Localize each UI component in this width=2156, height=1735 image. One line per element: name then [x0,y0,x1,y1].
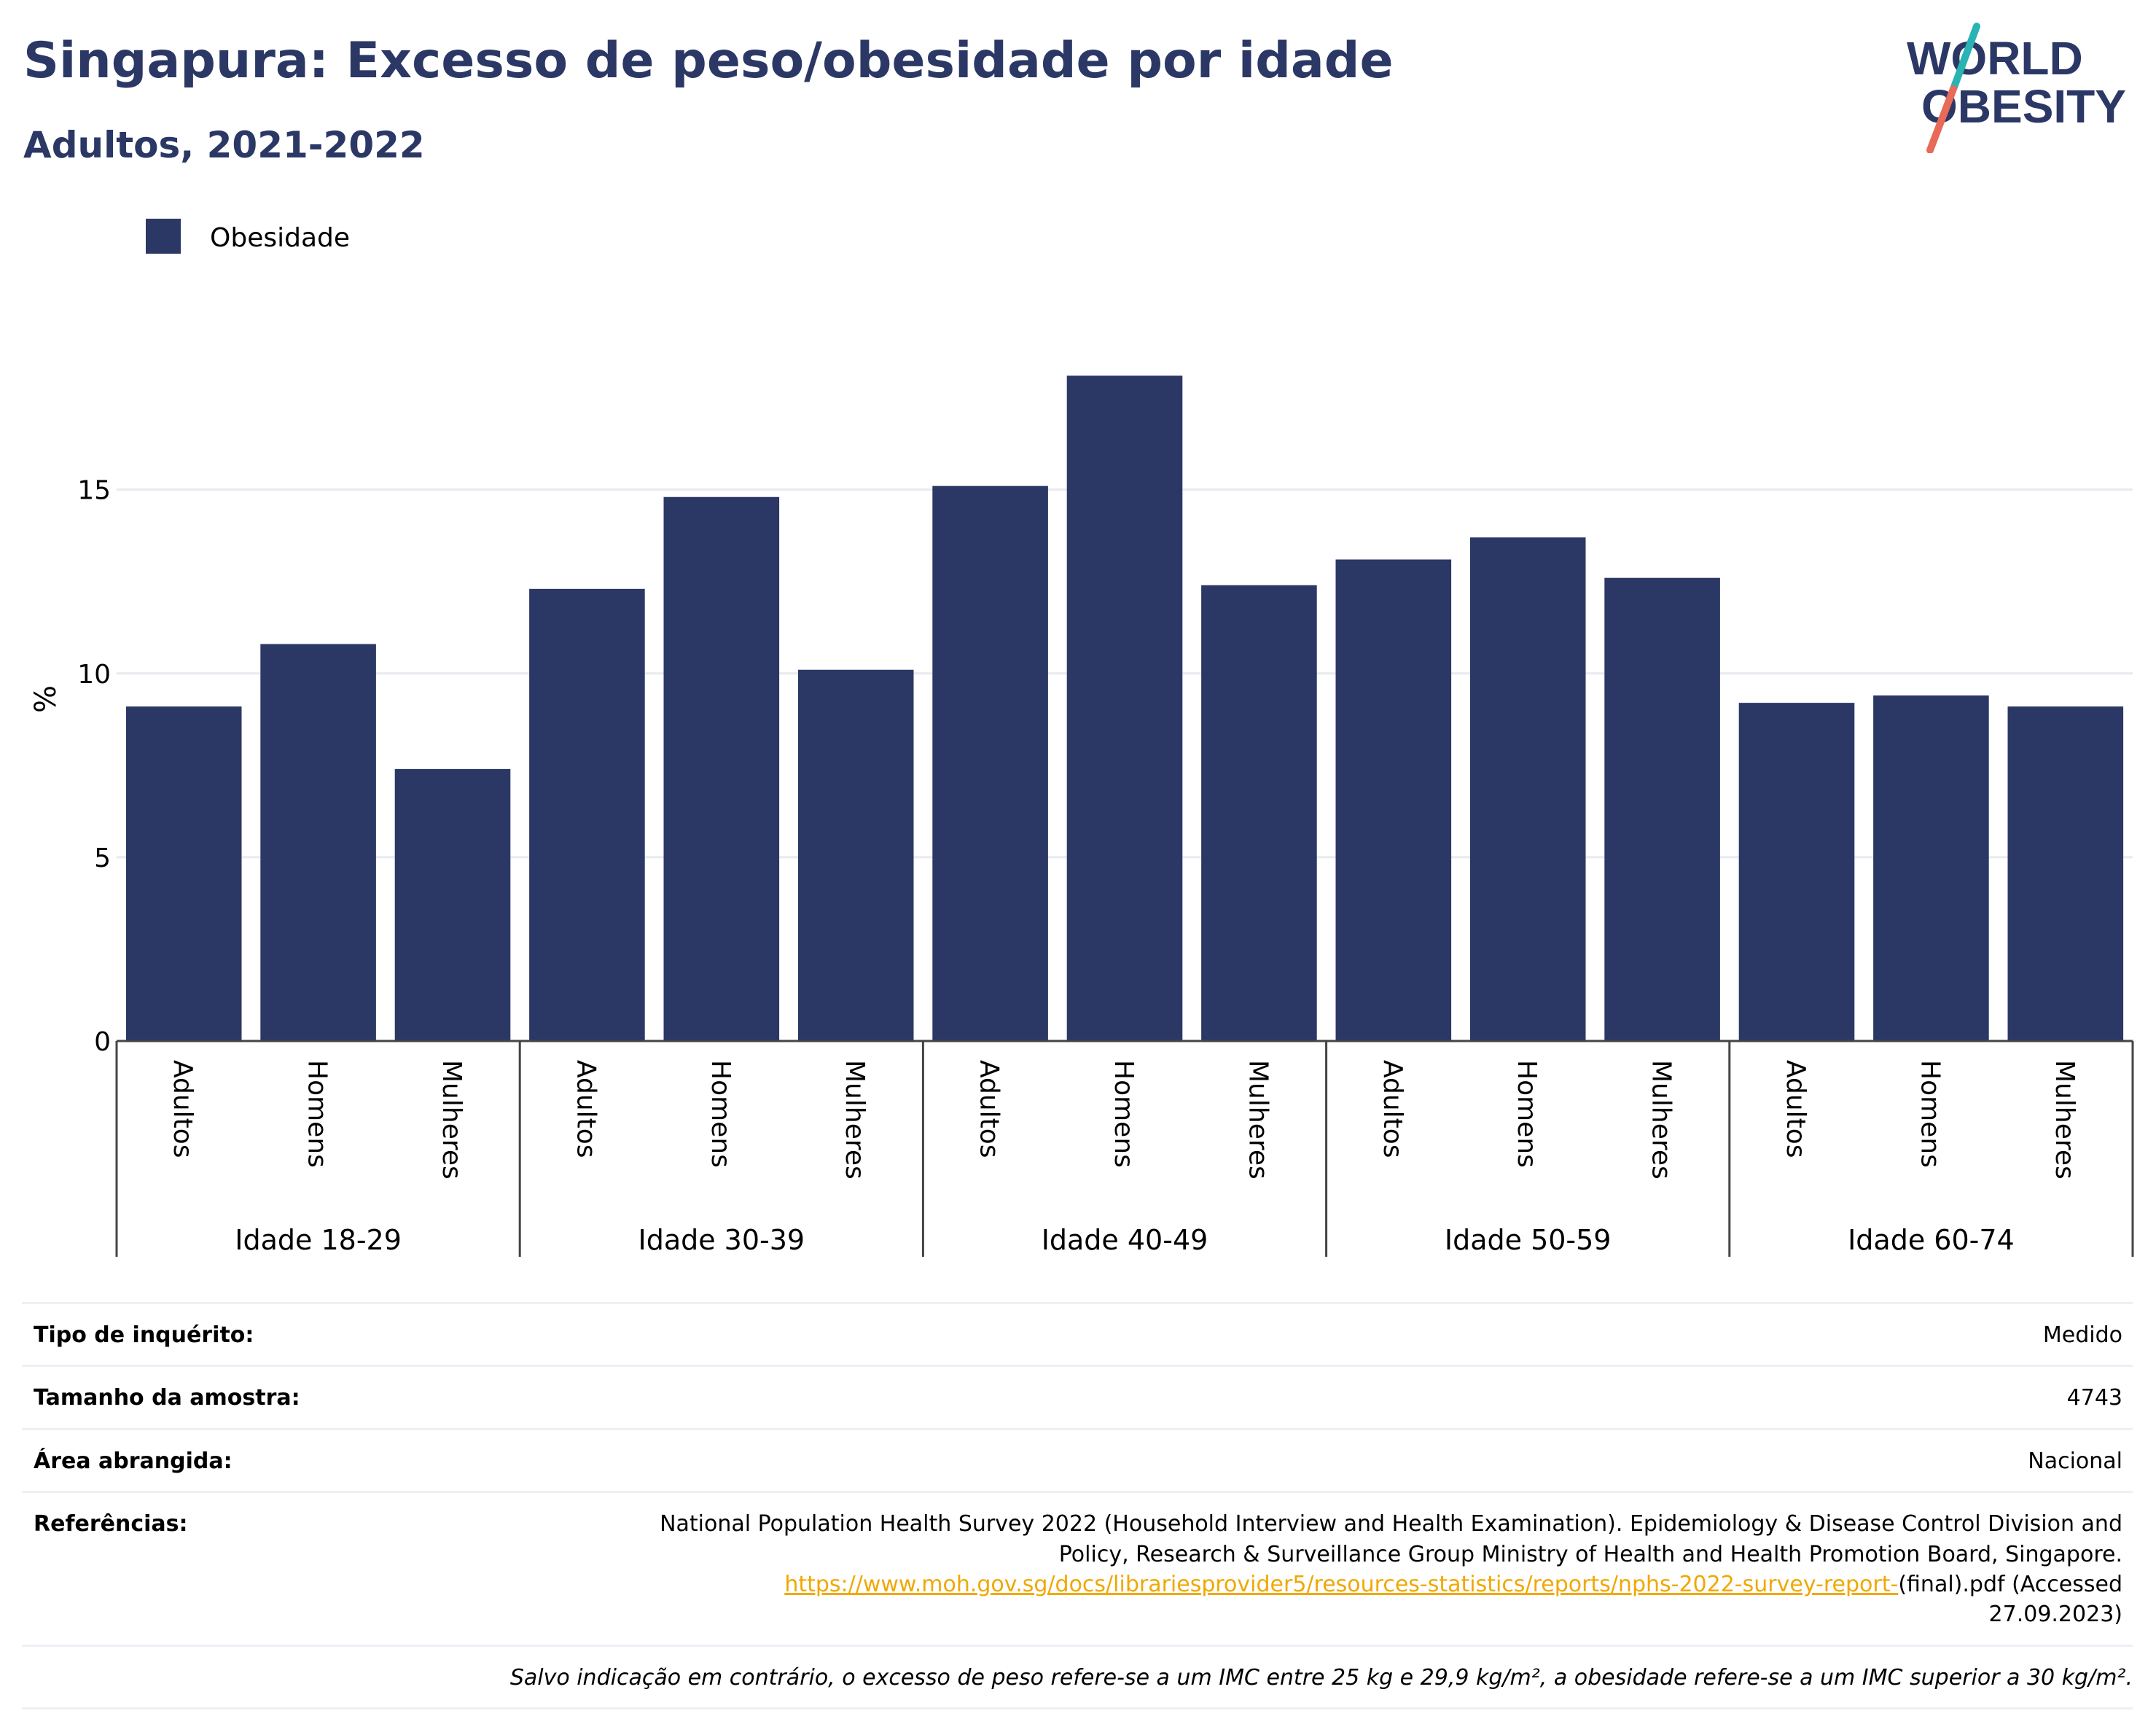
bar [2007,706,2124,1041]
bar [1604,577,1720,1041]
x-tick-label: Homens [1512,1060,1542,1168]
x-tick-label: Mulheres [1647,1060,1676,1180]
x-tick-label: Mulheres [840,1060,870,1180]
x-group-label: Idade 18-29 [235,1224,402,1256]
survey-type-label: Tipo de inquérito: [22,1301,398,1368]
references-label: Referências: [22,1492,398,1647]
logo-slash-top [1950,23,1980,93]
y-axis-label: % [29,685,63,713]
chart-title: Singapura: Excesso de peso/obesidade por… [23,32,1394,90]
info-row-note: Salvo indicação em contrário, o excesso … [22,1645,2133,1710]
bar [125,706,242,1041]
x-tick-label: Homens [706,1060,735,1168]
x-axis: Adultos Homens Mulheres Idade 18-29 Adultos H… [115,1040,2134,1257]
reference-link[interactable]: https://www.moh.gov.sg/docs/librariespro… [784,1571,1899,1597]
survey-info-table: Tipo de inquérito: Medido Tamanho da amo… [22,1301,2133,1710]
reference-line-2: Policy, Research & Surveillance Group Mi… [1058,1541,2122,1567]
bar [1335,559,1452,1041]
bar [1201,585,1317,1041]
survey-type-value: Medido [398,1301,2133,1368]
bar-chart: Obesidade 0 5 10 15% Adultos Homens Mulheres I… [29,219,2134,1257]
y-tick-label: 10 [77,660,111,690]
x-tick-label: Mulheres [2050,1060,2079,1180]
references-value: National Population Health Survey 2022 (… [398,1492,2133,1647]
reference-line-4: 27.09.2023) [1988,1602,2122,1628]
world-obesity-logo: WORLD OBESITY [1907,23,2126,153]
bar [1873,695,1989,1041]
y-tick-label: 5 [94,843,111,873]
bar [1738,703,1855,1041]
legend-swatch-obesidade [146,219,181,254]
x-tick-label: Homens [1915,1060,1945,1168]
y-tick-label: 0 [94,1027,111,1057]
reference-line-1: National Population Health Survey 2022 (… [660,1511,2122,1537]
bars [125,375,2124,1041]
y-axis: 0 5 10 15% [29,476,111,1057]
x-tick-label: Adultos [1378,1060,1407,1158]
sample-size-value: 4743 [398,1365,2133,1430]
x-tick-label: Adultos [168,1060,198,1158]
chart-subtitle: Adultos, 2021-2022 [23,124,425,166]
info-row-sample-size: Tamanho da amostra: 4743 [22,1365,2133,1430]
bar [663,496,780,1041]
reference-link-suffix: (final).pdf (Accessed [1898,1571,2122,1597]
area-value: Nacional [398,1429,2133,1494]
x-tick-label: Mulheres [1243,1060,1273,1180]
bar [1469,537,1586,1041]
bar [394,768,511,1041]
x-tick-label: Homens [1109,1060,1138,1168]
x-tick-label: Mulheres [437,1060,466,1180]
bar [260,644,376,1041]
x-tick-label: Adultos [975,1060,1004,1158]
logo-text-world: WORLD [1907,32,2083,85]
area-label: Área abrangida: [22,1429,398,1494]
y-tick-label: 15 [77,476,111,506]
bar [932,486,1048,1041]
legend-label-obesidade: Obesidade [210,223,350,253]
x-tick-label: Homens [302,1060,332,1168]
x-tick-label: Adultos [1781,1060,1811,1158]
bar [1066,375,1183,1041]
bar [797,669,914,1041]
x-group-label: Idade 50-59 [1445,1224,1612,1256]
info-row-references: Referências: National Population Health … [22,1492,2133,1647]
info-row-area: Área abrangida: Nacional [22,1429,2133,1494]
x-group-label: Idade 40-49 [1042,1224,1208,1256]
sample-size-label: Tamanho da amostra: [22,1365,398,1430]
x-group-label: Idade 60-74 [1848,1224,2015,1256]
x-group-label: Idade 30-39 [638,1224,805,1256]
logo-slash-bottom [1926,85,1957,153]
bar [529,588,645,1041]
x-tick-label: Adultos [571,1060,601,1158]
definition-note: Salvo indicação em contrário, o excesso … [22,1645,2133,1710]
chart-legend: Obesidade [146,219,350,254]
info-row-survey-type: Tipo de inquérito: Medido [22,1301,2133,1368]
